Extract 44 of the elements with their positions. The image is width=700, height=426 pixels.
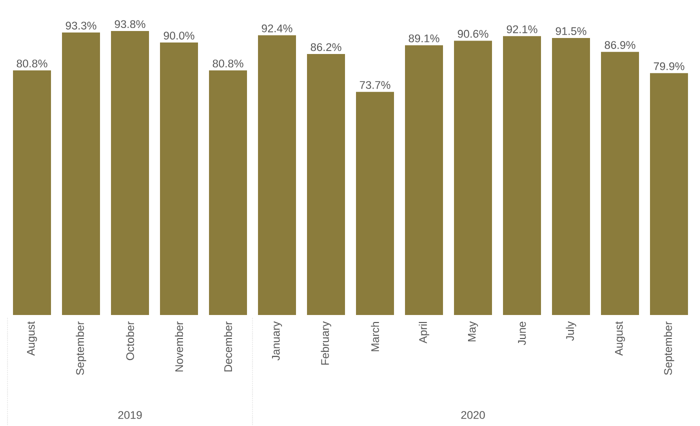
bar bbox=[502, 36, 541, 315]
bar bbox=[454, 40, 492, 315]
bar bbox=[160, 42, 198, 315]
data-label: 93.3% bbox=[66, 22, 96, 30]
x-tick-label: May bbox=[468, 321, 478, 342]
bar bbox=[258, 35, 296, 315]
bar bbox=[404, 45, 443, 315]
data-label: 80.8% bbox=[212, 60, 244, 68]
data-label: 92.1% bbox=[506, 25, 538, 34]
bar bbox=[306, 54, 345, 315]
x-tick-label: January bbox=[272, 321, 282, 360]
text: 2019 bbox=[118, 411, 142, 419]
x-tick-label: February bbox=[320, 321, 332, 365]
x-tick-label: September bbox=[664, 321, 674, 375]
data-label: 86.9% bbox=[604, 41, 636, 49]
bar bbox=[650, 73, 688, 315]
text: 2020 bbox=[461, 411, 485, 419]
x-tick-label: July bbox=[566, 321, 576, 341]
x-tick-label: August bbox=[615, 321, 625, 356]
data-label: 90.6% bbox=[458, 30, 488, 38]
x-tick-label: April bbox=[418, 322, 430, 344]
x-tick-label: June bbox=[518, 322, 526, 346]
data-label: 89.1% bbox=[408, 34, 440, 42]
x-tick-label: March bbox=[370, 322, 380, 352]
data-label: 79.9% bbox=[654, 62, 684, 70]
x-tick-label: September bbox=[76, 321, 86, 375]
data-label: 91.5% bbox=[556, 27, 586, 36]
data-label: 73.7% bbox=[360, 81, 390, 89]
data-label: 92.4% bbox=[262, 24, 292, 32]
data-label: 86.2% bbox=[310, 43, 342, 52]
data-label: 93.8% bbox=[114, 20, 146, 28]
bar bbox=[356, 92, 394, 315]
data-label: 90.0% bbox=[164, 32, 194, 40]
bar bbox=[600, 52, 639, 315]
bar bbox=[552, 38, 590, 315]
bar bbox=[208, 70, 247, 315]
data-label: 80.8% bbox=[16, 60, 48, 68]
x-tick-label: December bbox=[224, 321, 232, 372]
bar bbox=[12, 70, 51, 315]
bar bbox=[110, 30, 149, 315]
x-tick-label: August bbox=[27, 321, 37, 356]
bar bbox=[62, 32, 100, 315]
x-tick-label: October bbox=[126, 321, 134, 360]
x-tick-label: November bbox=[174, 321, 184, 372]
